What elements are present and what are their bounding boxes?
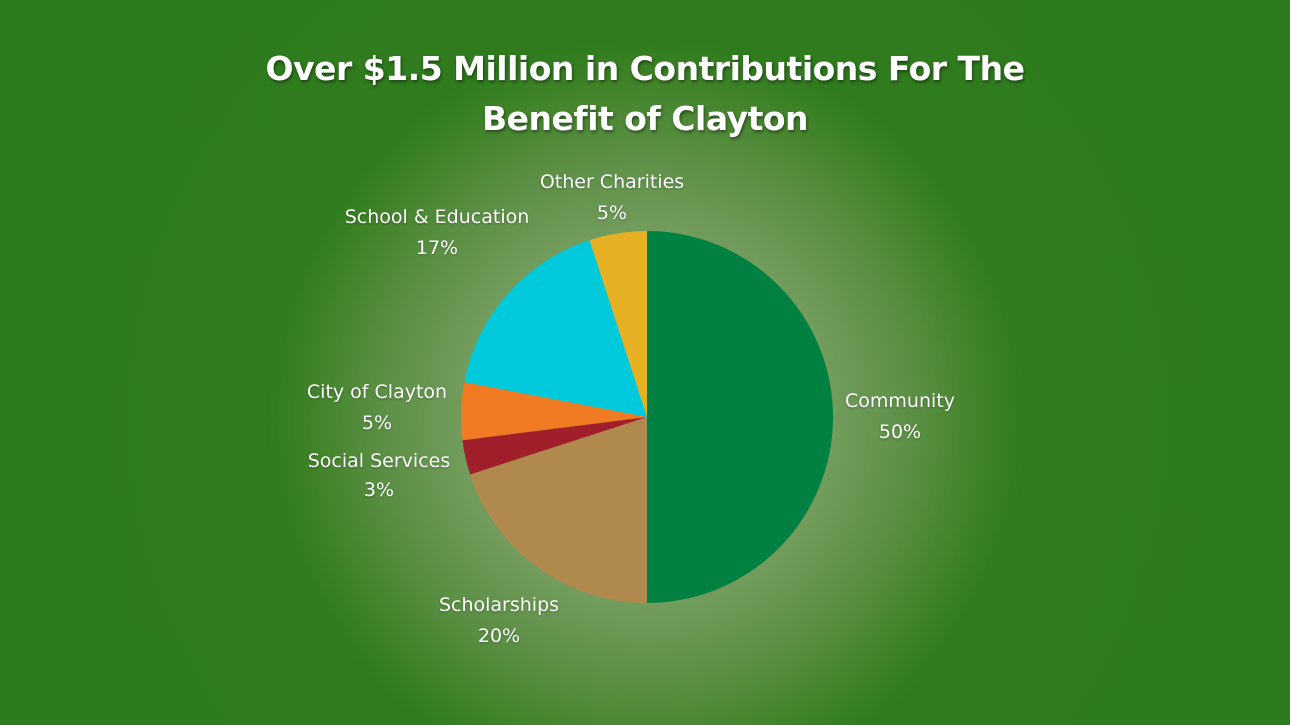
chart-title-line-2: Benefit of Clayton	[481, 99, 809, 138]
label-city-of-clayton-percent: 5%	[361, 412, 393, 434]
label-community-name: Community	[845, 390, 955, 412]
label-other-charities-name: Other Charities	[539, 171, 685, 193]
label-scholarships-name: Scholarships	[438, 594, 560, 616]
label-social-services-name: Social Services	[307, 450, 451, 472]
label-other-charities-percent: 5%	[596, 202, 628, 224]
label-social-services: Social Services 3%	[269, 447, 489, 505]
pie-slice-scholarships	[470, 417, 647, 603]
label-city-of-clayton: City of Clayton 5%	[267, 377, 487, 439]
label-school-education-percent: 17%	[415, 237, 459, 259]
label-city-of-clayton-name: City of Clayton	[306, 381, 448, 403]
label-school-education-name: School & Education	[344, 206, 530, 228]
pie-slice-school-education	[464, 240, 647, 417]
label-community-percent: 50%	[878, 421, 922, 443]
label-scholarships: Scholarships 20%	[389, 590, 609, 652]
label-scholarships-percent: 20%	[477, 625, 521, 647]
label-other-charities: Other Charities 5%	[502, 167, 722, 229]
pie-slice-community	[647, 231, 833, 603]
label-school-education: School & Education 17%	[327, 202, 547, 264]
pie-slices	[461, 231, 833, 603]
chart-title-line-1: Over $1.5 Million in Contributions For T…	[265, 49, 1025, 88]
label-community: Community 50%	[790, 386, 1010, 448]
pie-slice-city-of-clayton	[461, 382, 647, 441]
chart-title: Over $1.5 Million in Contributions For T…	[0, 44, 1290, 144]
pie-slice-other-charities	[589, 231, 647, 417]
pie-slice-social-services	[462, 417, 647, 475]
label-social-services-percent: 3%	[363, 479, 395, 501]
